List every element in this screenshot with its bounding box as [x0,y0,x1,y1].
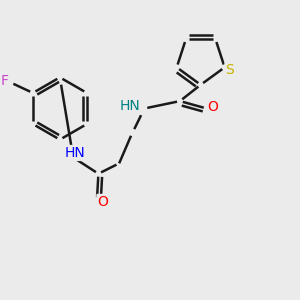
Text: HN: HN [120,99,141,113]
Text: O: O [208,100,219,114]
Text: F: F [0,74,8,88]
Text: HN: HN [64,146,85,160]
Text: S: S [226,63,234,77]
Text: O: O [98,195,108,209]
